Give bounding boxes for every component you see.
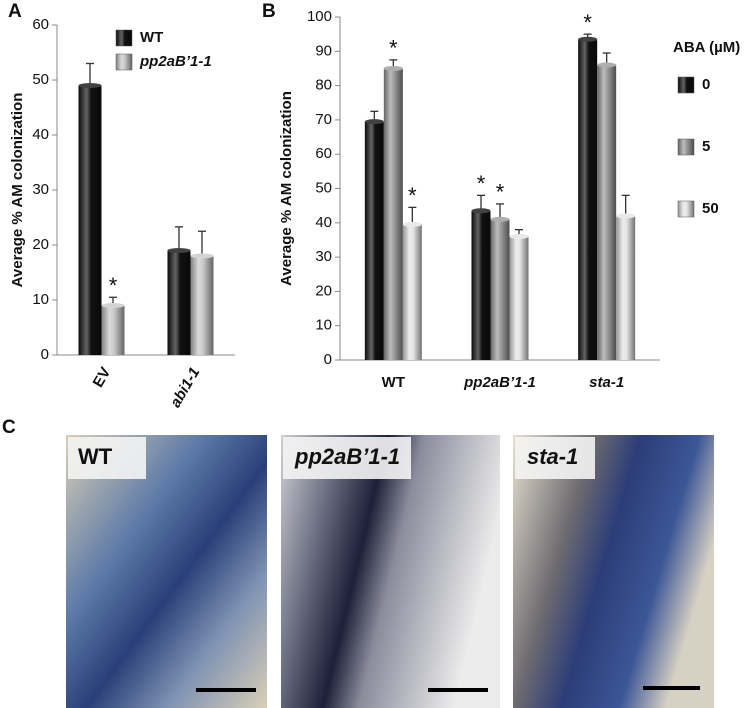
bar-top — [167, 248, 191, 253]
significance-mark: * — [477, 171, 486, 196]
y-tick-label: 0 — [324, 351, 332, 368]
x-tick-label: EV — [90, 364, 115, 390]
legend-swatch — [115, 29, 133, 47]
legend-label: WT — [140, 29, 163, 46]
legend-title: ABA (µM) — [673, 39, 740, 56]
x-tick-label: pp2aB’1-1 — [463, 374, 536, 391]
bar — [78, 85, 102, 355]
panel-label: B — [262, 1, 276, 22]
bar — [364, 121, 384, 361]
y-tick-label: 10 — [32, 291, 49, 308]
y-tick-label: 90 — [315, 42, 332, 59]
legend-swatch — [677, 138, 695, 156]
bar — [616, 215, 636, 360]
bar — [597, 65, 617, 361]
y-tick-label: 40 — [315, 214, 332, 231]
y-tick-label: 40 — [32, 126, 49, 143]
legend-label: 0 — [702, 76, 710, 93]
micrograph: WT — [66, 435, 267, 708]
legend-label: 5 — [702, 138, 710, 155]
significance-mark: * — [389, 36, 398, 61]
bar-top — [616, 213, 636, 219]
micrograph-label: WT — [78, 444, 113, 469]
y-tick-label: 30 — [32, 181, 49, 198]
bar-top — [78, 83, 102, 88]
bar — [509, 236, 529, 360]
bar-top — [471, 208, 491, 214]
y-axis-label: Average % AM colonization — [278, 91, 295, 286]
y-axis-label: Average % AM colonization — [9, 93, 26, 288]
legend-label: pp2aB’1-1 — [139, 53, 212, 70]
legend-label: 50 — [702, 200, 719, 217]
bar-top — [578, 36, 598, 42]
significance-mark: * — [583, 10, 592, 35]
bar — [490, 219, 510, 360]
y-tick-label: 60 — [32, 16, 49, 33]
legend-swatch — [115, 53, 133, 71]
y-tick-label: 10 — [315, 317, 332, 334]
y-tick-label: 30 — [315, 248, 332, 265]
y-tick-label: 50 — [32, 71, 49, 88]
bar-top — [190, 253, 214, 259]
y-tick-label: 80 — [315, 77, 332, 94]
bar-top — [364, 119, 384, 125]
y-tick-label: 20 — [32, 236, 49, 253]
bar-top — [383, 65, 403, 71]
bar-top — [509, 234, 529, 240]
bar — [471, 210, 491, 360]
bar — [402, 224, 422, 360]
bar-top — [490, 216, 510, 222]
significance-mark: * — [496, 180, 505, 205]
panel-label: C — [2, 417, 16, 438]
bar-top — [402, 222, 422, 228]
y-tick-label: 50 — [315, 179, 332, 196]
micrograph: pp2aB’1-1 — [281, 435, 500, 708]
legend-swatch — [677, 76, 695, 94]
y-tick-label: 70 — [315, 111, 332, 128]
x-tick-label: sta-1 — [589, 374, 624, 391]
y-tick-label: 20 — [315, 282, 332, 299]
micrograph-label: sta-1 — [527, 444, 578, 469]
significance-mark: * — [109, 273, 118, 298]
y-tick-label: 100 — [307, 8, 332, 25]
bar-top — [597, 62, 617, 68]
bar-top — [101, 303, 125, 308]
bar — [383, 68, 403, 360]
y-tick-label: 60 — [315, 145, 332, 162]
panel-label: A — [8, 1, 22, 22]
bar — [101, 305, 125, 355]
x-tick-label: WT — [382, 374, 405, 391]
x-tick-label: abi1-1 — [167, 364, 203, 410]
micrograph: sta-1 — [513, 435, 714, 708]
legend-swatch — [677, 200, 695, 218]
bar — [578, 39, 598, 361]
bar — [167, 250, 191, 355]
bar — [190, 256, 214, 355]
y-tick-label: 0 — [41, 346, 49, 363]
significance-mark: * — [408, 183, 417, 208]
micrograph-label: pp2aB’1-1 — [294, 444, 400, 469]
